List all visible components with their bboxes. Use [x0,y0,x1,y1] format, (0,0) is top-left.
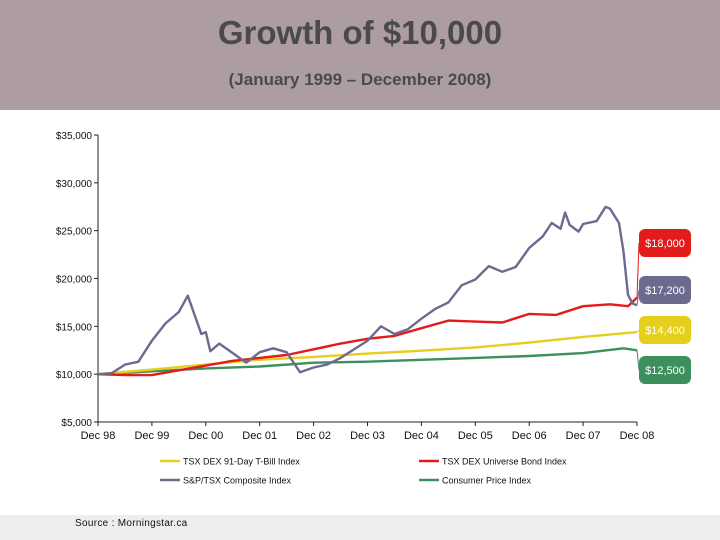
callout-leader [636,350,640,371]
x-tick-label: Dec 03 [350,430,385,442]
callout-leader [636,329,640,333]
callout-label: $18,000 [645,238,685,250]
growth-chart: $5,000 $10,000 $15,000 $20,000 $25,000 $30,00… [56,131,691,486]
x-tick-label: Dec 04 [404,430,439,442]
page-subtitle: (January 1999 – December 2008) [228,70,492,89]
callout-box [639,316,691,344]
x-tick-label: Dec 07 [566,430,601,442]
legend-label: TSX DEX 91-Day T-Bill Index [183,457,300,467]
callout-label: $14,400 [645,325,685,337]
x-tick-label: Dec 98 [81,430,116,442]
callout-label: $12,500 [645,365,685,377]
series-line [97,296,638,377]
legend-label: TSX DEX Universe Bond Index [442,457,567,467]
legend-label: Consumer Price Index [442,476,532,486]
y-tick-label: $10,000 [56,370,93,381]
y-tick-label: $15,000 [56,322,93,333]
callout-box [639,356,691,384]
x-tick-label: Dec 08 [620,430,655,442]
series-line [97,330,638,376]
callout-box [639,229,691,257]
header-banner: Growth of $10,000 (January 1999 – Decemb… [0,0,720,110]
x-tick-label: Dec 00 [188,430,223,442]
page-title: Growth of $10,000 [217,14,503,51]
callout-box [639,276,691,304]
callout-leader [636,289,640,306]
x-tick-label: Dec 02 [296,430,331,442]
x-tick-label: Dec 99 [134,430,169,442]
x-tick-label: Dec 01 [242,430,277,442]
series-line [97,347,638,376]
y-tick-label: $5,000 [61,418,92,429]
y-tick-label: $20,000 [56,275,93,286]
source-note: Source : Morningstar.ca [75,518,188,529]
y-tick-label: $30,000 [56,179,93,190]
y-tick-label: $35,000 [56,131,93,142]
legend-label: S&P/TSX Composite Index [183,476,292,486]
callout-label: $17,200 [645,285,685,297]
x-tick-label: Dec 06 [512,430,547,442]
x-tick-label: Dec 05 [458,430,493,442]
callout-leader [636,242,640,298]
series-line [97,205,638,376]
y-tick-label: $25,000 [56,227,93,238]
